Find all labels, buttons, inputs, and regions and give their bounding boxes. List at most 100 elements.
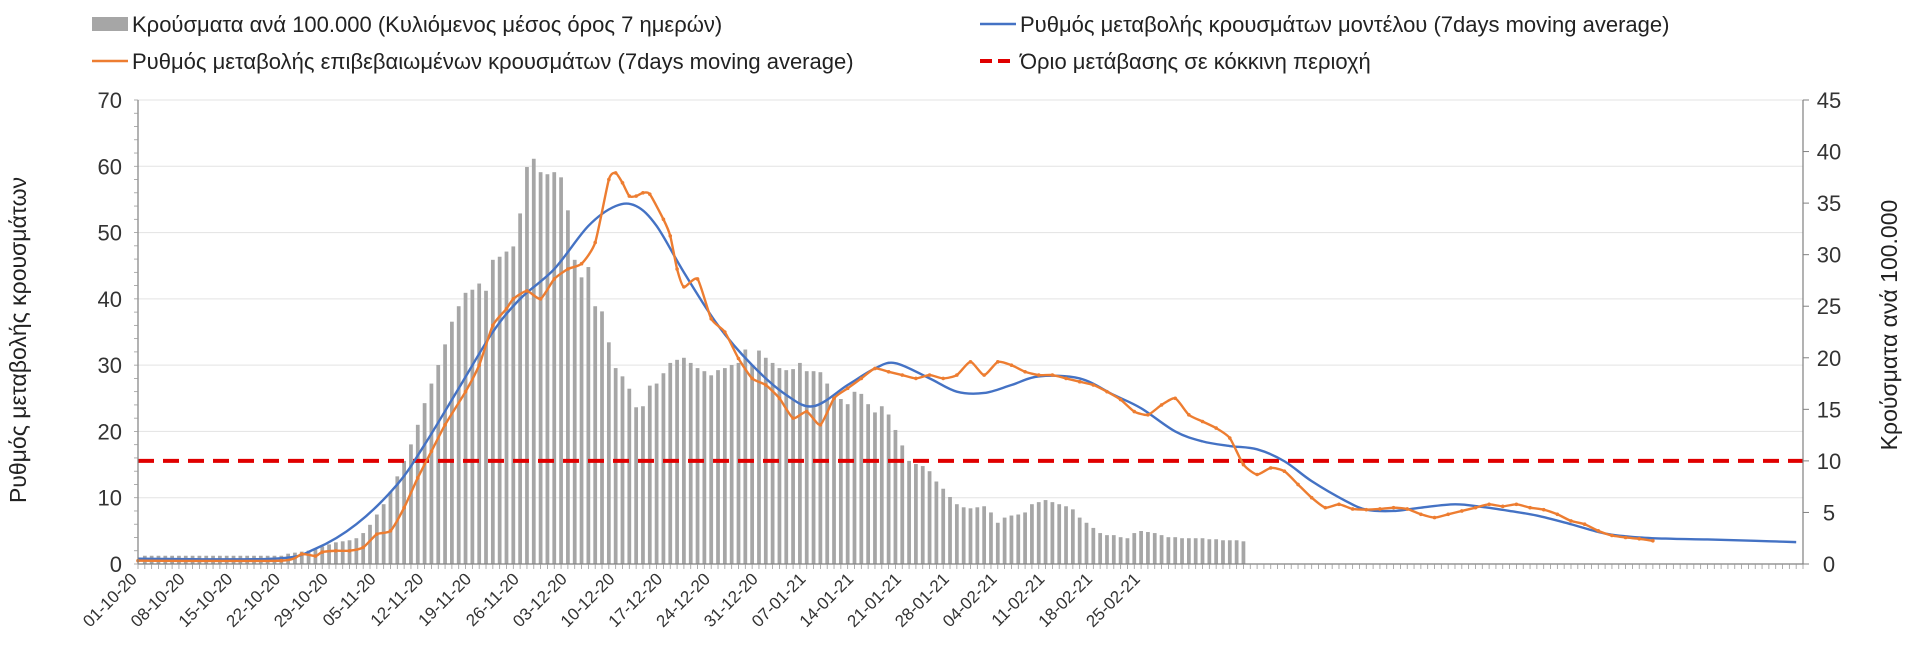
y-right-tick-label: 10 bbox=[1817, 449, 1841, 474]
bar bbox=[1221, 540, 1225, 564]
data-point bbox=[1432, 515, 1437, 520]
bar bbox=[613, 368, 618, 564]
bar bbox=[954, 504, 959, 564]
bar bbox=[566, 210, 570, 564]
legend-label: Ρυθμός μεταβολής επιβεβαιωμένων κρουσμάτ… bbox=[132, 49, 854, 74]
bar bbox=[456, 306, 461, 564]
bar bbox=[1070, 509, 1075, 564]
bar bbox=[1152, 533, 1157, 564]
y-left-tick-label: 40 bbox=[98, 287, 122, 312]
data-point bbox=[1350, 507, 1355, 511]
data-point bbox=[1610, 533, 1614, 538]
data-point bbox=[443, 423, 447, 427]
legend-item: Όριο μετάβασης σε κόκκινη περιοχή bbox=[980, 49, 1371, 74]
data-point bbox=[900, 373, 905, 377]
bar bbox=[634, 407, 639, 564]
data-point bbox=[818, 423, 823, 427]
data-point bbox=[873, 366, 877, 371]
bar bbox=[982, 506, 987, 564]
y-left-axis-label: Ρυθμός μεταβολής κρουσμάτων bbox=[5, 177, 31, 503]
y-left-tick-label: 0 bbox=[110, 552, 122, 577]
bar bbox=[525, 167, 529, 564]
legend-label: Ρυθμός μεταβολής κρουσμάτων μοντέλου (7d… bbox=[1020, 12, 1669, 37]
bar bbox=[791, 369, 795, 564]
data-point bbox=[750, 376, 754, 381]
bar bbox=[920, 466, 925, 564]
bar bbox=[722, 368, 727, 564]
bar bbox=[497, 256, 502, 564]
bar bbox=[477, 283, 482, 564]
data-point bbox=[607, 177, 611, 182]
bar bbox=[1241, 541, 1246, 564]
bar bbox=[409, 444, 413, 564]
data-point bbox=[361, 545, 365, 550]
bar bbox=[989, 512, 993, 564]
bar bbox=[934, 481, 939, 564]
legend-swatch bbox=[92, 17, 128, 31]
bar bbox=[415, 424, 420, 564]
data-point bbox=[736, 356, 741, 361]
bar bbox=[886, 414, 891, 564]
y-left-tick-label: 50 bbox=[98, 221, 122, 246]
data-point bbox=[982, 373, 986, 377]
data-point bbox=[347, 548, 352, 553]
bar bbox=[531, 158, 536, 564]
data-point bbox=[668, 234, 673, 238]
data-point bbox=[1651, 539, 1655, 543]
data-point bbox=[682, 285, 686, 289]
data-point bbox=[402, 505, 406, 510]
data-point bbox=[1555, 512, 1560, 517]
bar bbox=[402, 460, 406, 564]
data-point bbox=[1637, 537, 1642, 541]
data-point bbox=[463, 389, 468, 394]
data-point bbox=[1187, 413, 1191, 417]
data-point bbox=[477, 363, 481, 367]
bar bbox=[538, 172, 543, 564]
bar bbox=[1105, 535, 1109, 564]
bar bbox=[368, 524, 372, 564]
data-point bbox=[1309, 495, 1314, 500]
data-point bbox=[955, 373, 959, 377]
data-point bbox=[1200, 419, 1205, 424]
data-point bbox=[429, 449, 434, 454]
data-point bbox=[299, 552, 304, 556]
legend-item: Ρυθμός μεταβολής επιβεβαιωμένων κρουσμάτ… bbox=[92, 49, 854, 74]
data-point bbox=[1528, 505, 1532, 510]
bar bbox=[1084, 522, 1089, 564]
bar bbox=[668, 362, 673, 564]
data-point bbox=[804, 409, 809, 414]
y-right-tick-label: 30 bbox=[1817, 243, 1841, 268]
bar bbox=[743, 349, 748, 564]
bar bbox=[1125, 538, 1130, 564]
bar bbox=[620, 376, 625, 564]
bar bbox=[879, 406, 884, 564]
bar bbox=[1173, 537, 1178, 564]
bar bbox=[1159, 535, 1164, 564]
bar bbox=[593, 306, 598, 564]
data-point bbox=[641, 191, 645, 195]
bar bbox=[995, 522, 1000, 564]
bar bbox=[1016, 514, 1021, 564]
bar bbox=[1139, 531, 1143, 564]
data-point bbox=[1446, 512, 1450, 517]
y-left-tick-label: 60 bbox=[98, 154, 122, 179]
bar bbox=[1234, 540, 1239, 564]
bar bbox=[388, 491, 393, 564]
bar bbox=[641, 406, 645, 564]
bar bbox=[1118, 537, 1123, 564]
data-point bbox=[511, 297, 516, 301]
bar bbox=[327, 544, 331, 564]
y-right-tick-label: 45 bbox=[1817, 88, 1841, 113]
bar bbox=[436, 365, 441, 564]
data-point bbox=[1296, 482, 1300, 487]
bar bbox=[968, 508, 973, 564]
bar bbox=[907, 460, 911, 564]
bar bbox=[688, 362, 693, 564]
bar bbox=[320, 546, 325, 564]
bar bbox=[1207, 539, 1212, 564]
bar bbox=[695, 368, 700, 564]
bar bbox=[463, 292, 468, 564]
data-point bbox=[1364, 507, 1369, 512]
bar bbox=[1064, 506, 1068, 564]
